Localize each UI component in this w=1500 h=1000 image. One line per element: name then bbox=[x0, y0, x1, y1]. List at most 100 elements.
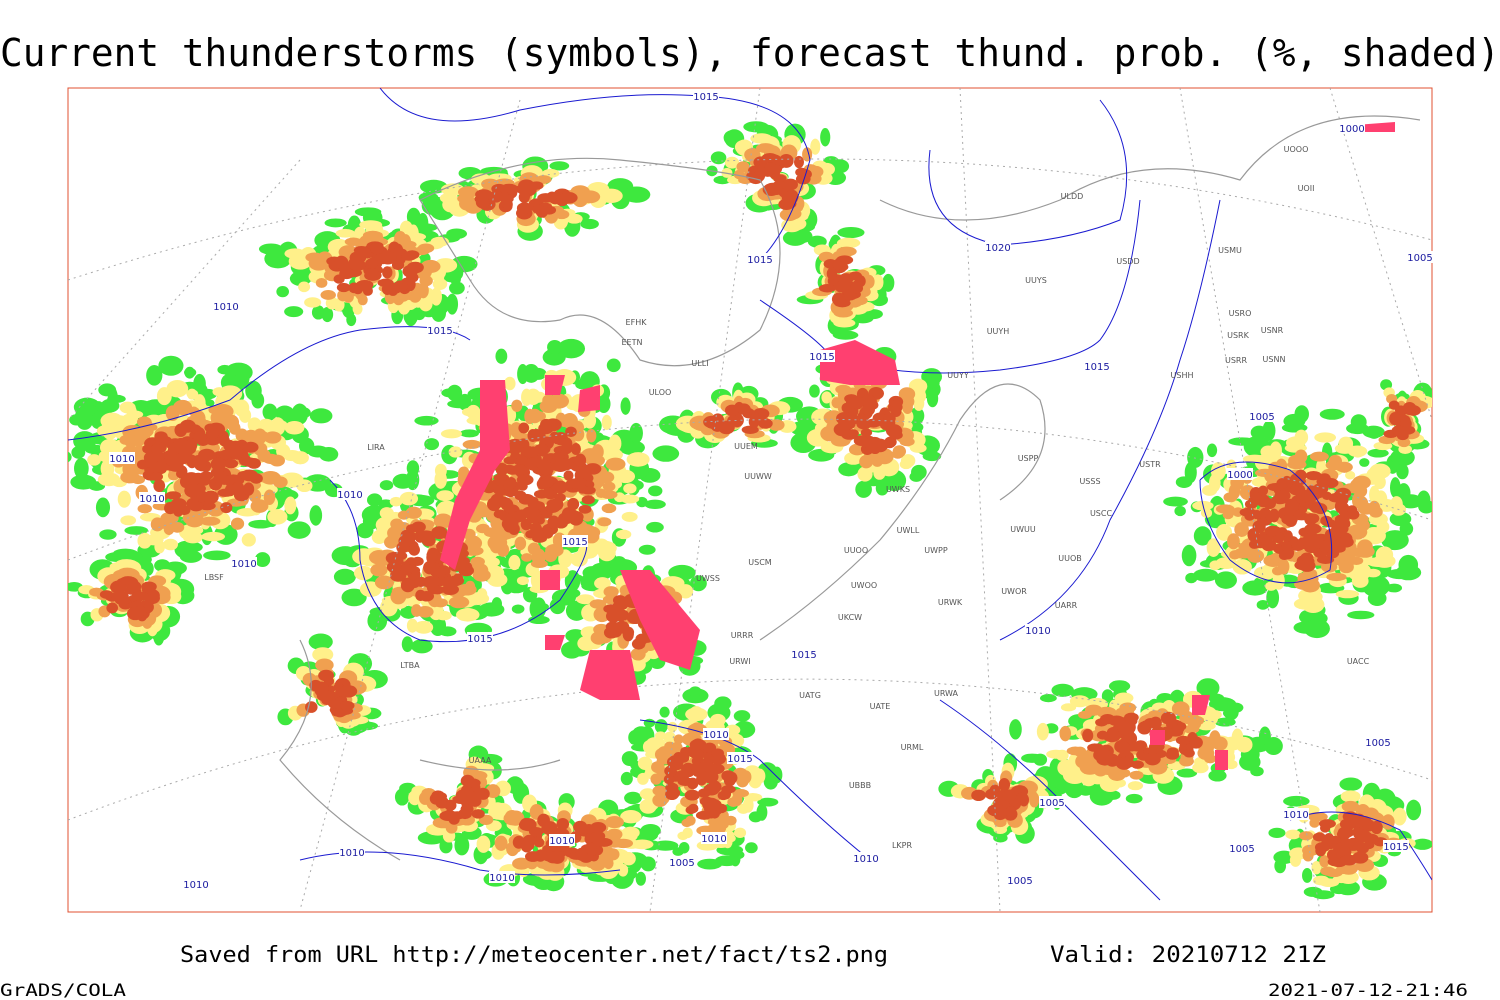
shade-cell bbox=[691, 722, 703, 732]
shade-cell bbox=[441, 388, 460, 398]
station-label: URWI bbox=[729, 657, 750, 666]
shade-cell bbox=[581, 495, 595, 505]
shade-cell bbox=[837, 226, 865, 238]
shade-cell bbox=[1203, 714, 1216, 724]
isobar-label-bg bbox=[231, 557, 257, 569]
shade-cell bbox=[714, 855, 739, 867]
shade-cell bbox=[691, 749, 705, 761]
shade-cell bbox=[1214, 571, 1237, 589]
shade-cell bbox=[1193, 526, 1212, 546]
shade-cell bbox=[391, 557, 404, 566]
shade-cell bbox=[791, 229, 813, 244]
isobar-label: 1015 bbox=[467, 634, 492, 645]
shade-cell bbox=[201, 531, 225, 542]
shade-cell bbox=[654, 719, 668, 734]
shade-cell bbox=[459, 429, 479, 438]
shade-cell bbox=[631, 726, 651, 746]
shade-cell bbox=[367, 610, 388, 632]
shade-cell bbox=[458, 466, 470, 480]
shade-cell bbox=[455, 561, 469, 571]
shade-cell bbox=[1215, 557, 1238, 569]
shade-cell bbox=[1389, 412, 1401, 426]
shade-cell bbox=[1397, 437, 1411, 448]
shade-cell bbox=[90, 412, 105, 429]
shade-cell bbox=[602, 481, 616, 492]
shade-cell bbox=[754, 768, 766, 784]
shade-cell bbox=[1179, 710, 1193, 720]
shade-cell bbox=[651, 761, 665, 774]
isobar-label-bg bbox=[1025, 624, 1051, 636]
shade-cell bbox=[724, 156, 740, 169]
shade-cell bbox=[524, 851, 541, 862]
shade-cell bbox=[352, 303, 363, 315]
shade-cell bbox=[494, 835, 508, 851]
shade-cell bbox=[1406, 799, 1422, 821]
shade-cell bbox=[495, 348, 508, 364]
shade-cell bbox=[643, 718, 656, 728]
shade-cell bbox=[518, 422, 530, 434]
shade-cell bbox=[532, 527, 544, 541]
shade-cell bbox=[743, 121, 769, 133]
shade-cell bbox=[220, 502, 233, 514]
shade-cell bbox=[1251, 509, 1263, 520]
shade-cell bbox=[1090, 774, 1106, 785]
shade-cell bbox=[114, 595, 131, 606]
shade-cell bbox=[646, 521, 664, 533]
shade-cell bbox=[68, 451, 72, 463]
station-label: UAAA bbox=[469, 756, 492, 765]
shade-cell bbox=[1381, 530, 1409, 551]
isobar-label-bg bbox=[1227, 468, 1253, 480]
isobar-label-bg bbox=[809, 350, 835, 362]
shade-cell bbox=[344, 237, 363, 247]
shade-cell bbox=[1339, 818, 1357, 830]
shade-cell bbox=[637, 772, 649, 785]
shade-cell bbox=[542, 394, 556, 407]
isobar-label-bg bbox=[213, 300, 239, 312]
shade-cell bbox=[736, 403, 751, 415]
shade-cell bbox=[678, 752, 690, 763]
shade-cell bbox=[1175, 735, 1192, 745]
shade-cell bbox=[561, 437, 573, 450]
shade-cell bbox=[1100, 765, 1115, 776]
shade-cell bbox=[831, 292, 846, 306]
shade-cell bbox=[1165, 750, 1180, 760]
shade-cell bbox=[514, 490, 527, 501]
station-label: UARR bbox=[1055, 601, 1078, 610]
shade-cell bbox=[1039, 694, 1057, 703]
isobar-label: 1010 bbox=[183, 880, 208, 891]
shade-cell bbox=[408, 543, 420, 556]
shade-cell bbox=[706, 799, 722, 811]
shade-cell bbox=[758, 418, 773, 429]
shade-cell bbox=[532, 204, 545, 215]
shade-cell bbox=[1285, 436, 1306, 450]
shade-cell bbox=[356, 522, 374, 539]
isobar-label-bg bbox=[1249, 410, 1275, 422]
shade-cell bbox=[400, 578, 415, 593]
shade-cell bbox=[1369, 465, 1381, 478]
isobar-label: 1000 bbox=[1339, 124, 1364, 135]
shade-cell bbox=[605, 457, 626, 471]
shade-cell bbox=[612, 601, 629, 611]
isobar-label: 1010 bbox=[109, 454, 134, 465]
shade-cell bbox=[459, 196, 475, 211]
shade-cell bbox=[820, 128, 831, 147]
shade-cell bbox=[333, 297, 345, 312]
shade-cell bbox=[1298, 489, 1314, 502]
shade-cell bbox=[291, 403, 309, 425]
shade-cell bbox=[855, 480, 872, 498]
shade-cell bbox=[1140, 720, 1152, 730]
shade-cell bbox=[565, 478, 584, 489]
shade-cell bbox=[340, 685, 358, 698]
shade-cell bbox=[745, 842, 758, 854]
shade-cell bbox=[688, 686, 702, 698]
shade-cell bbox=[714, 696, 732, 711]
shade-cell bbox=[541, 475, 555, 488]
shade-cell bbox=[304, 297, 322, 308]
isobar-label: 1010 bbox=[231, 559, 256, 570]
shade-cell bbox=[549, 161, 570, 171]
shade-cell bbox=[1268, 827, 1286, 838]
shade-cell bbox=[347, 257, 364, 270]
shade-cell bbox=[158, 355, 184, 376]
isobar-label: 1005 bbox=[1007, 876, 1032, 887]
shade-cell bbox=[517, 481, 528, 491]
